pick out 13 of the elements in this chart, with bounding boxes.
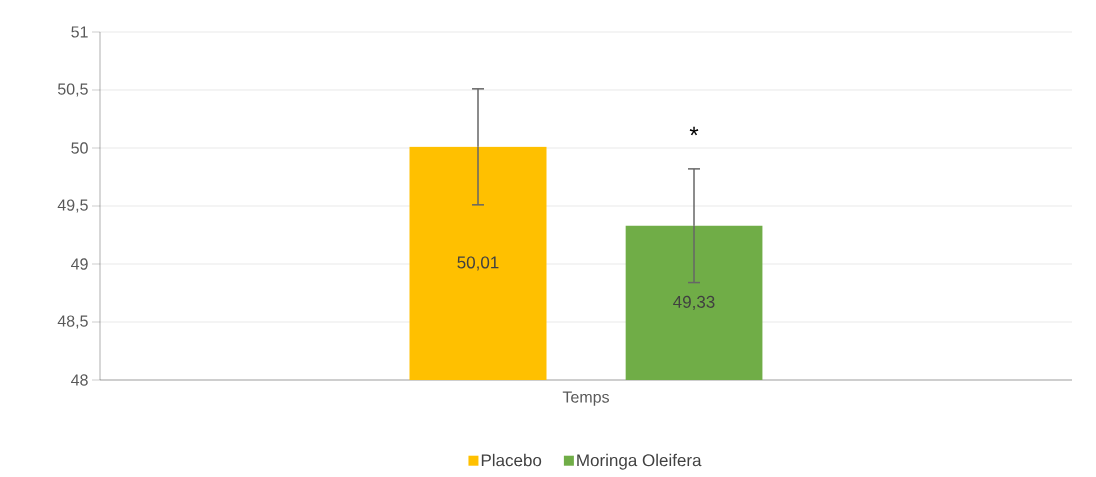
y-tick-label: 50,5 [57,83,88,97]
y-tick-label: 48 [71,374,88,386]
y-tick-label: 49,5 [57,199,88,213]
legend-label: Moringa Oleifera [577,453,702,470]
x-tick-label: Temps [562,391,609,406]
legend-label: Placebo [481,453,542,467]
y-tick-label: 48,5 [57,315,88,329]
y-tick-label: 49 [71,258,88,270]
y-tick-label: 50 [71,142,88,154]
data-label: 49,33 [673,295,715,310]
y-tick-label: 51 [71,26,88,38]
data-label: 50,01 [457,256,499,271]
annotation: * [689,126,699,136]
